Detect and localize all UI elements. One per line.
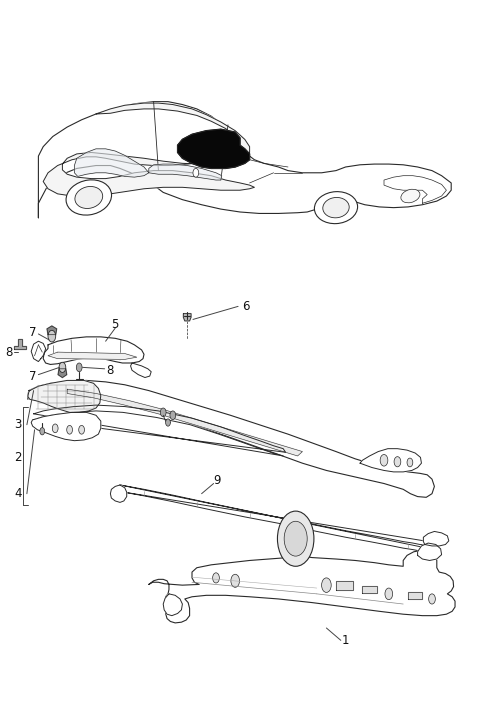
Ellipse shape xyxy=(323,197,349,218)
Text: 7: 7 xyxy=(29,326,36,339)
Polygon shape xyxy=(362,586,377,593)
Text: 3: 3 xyxy=(14,418,22,431)
Text: 5: 5 xyxy=(111,318,119,331)
Circle shape xyxy=(380,454,388,466)
Polygon shape xyxy=(384,176,446,203)
Circle shape xyxy=(170,411,176,420)
Circle shape xyxy=(52,424,58,433)
Polygon shape xyxy=(163,594,182,616)
Polygon shape xyxy=(28,380,101,412)
Polygon shape xyxy=(110,485,127,502)
Polygon shape xyxy=(31,341,46,362)
Text: 6: 6 xyxy=(242,300,250,313)
Circle shape xyxy=(231,574,240,587)
Circle shape xyxy=(429,594,435,604)
Polygon shape xyxy=(336,581,353,590)
Polygon shape xyxy=(131,363,151,378)
Ellipse shape xyxy=(66,180,111,215)
Polygon shape xyxy=(183,314,191,321)
Circle shape xyxy=(48,330,56,342)
Polygon shape xyxy=(360,449,421,472)
Ellipse shape xyxy=(401,189,420,203)
Polygon shape xyxy=(418,543,442,560)
Circle shape xyxy=(213,573,219,583)
Polygon shape xyxy=(178,129,250,168)
Text: 8: 8 xyxy=(106,364,113,377)
Polygon shape xyxy=(43,337,144,364)
Polygon shape xyxy=(14,339,26,349)
Text: 8: 8 xyxy=(5,346,12,359)
Circle shape xyxy=(193,168,199,177)
Circle shape xyxy=(394,457,401,467)
Polygon shape xyxy=(34,405,286,456)
Circle shape xyxy=(160,408,166,417)
Text: 7: 7 xyxy=(29,370,36,383)
Circle shape xyxy=(76,363,82,372)
Polygon shape xyxy=(38,102,451,218)
Polygon shape xyxy=(149,523,455,623)
Polygon shape xyxy=(48,352,137,359)
Circle shape xyxy=(277,511,314,566)
Polygon shape xyxy=(67,389,302,456)
Polygon shape xyxy=(58,369,67,378)
Circle shape xyxy=(59,362,66,372)
Circle shape xyxy=(67,425,72,434)
Polygon shape xyxy=(423,531,449,546)
Text: 9: 9 xyxy=(213,474,221,487)
Polygon shape xyxy=(408,592,422,599)
Circle shape xyxy=(322,578,331,592)
Polygon shape xyxy=(47,326,57,335)
Polygon shape xyxy=(120,485,438,552)
Polygon shape xyxy=(31,412,101,441)
Text: 4: 4 xyxy=(14,487,22,500)
Circle shape xyxy=(407,458,413,467)
Polygon shape xyxy=(28,380,434,497)
Circle shape xyxy=(40,428,45,435)
Polygon shape xyxy=(149,164,222,180)
Circle shape xyxy=(166,419,170,426)
Polygon shape xyxy=(43,103,254,196)
Circle shape xyxy=(385,588,393,600)
Text: 2: 2 xyxy=(14,451,22,464)
Ellipse shape xyxy=(314,192,358,224)
Polygon shape xyxy=(74,149,149,177)
Circle shape xyxy=(79,425,84,434)
Ellipse shape xyxy=(75,187,103,208)
Text: 1: 1 xyxy=(342,634,349,647)
Circle shape xyxy=(284,521,307,556)
